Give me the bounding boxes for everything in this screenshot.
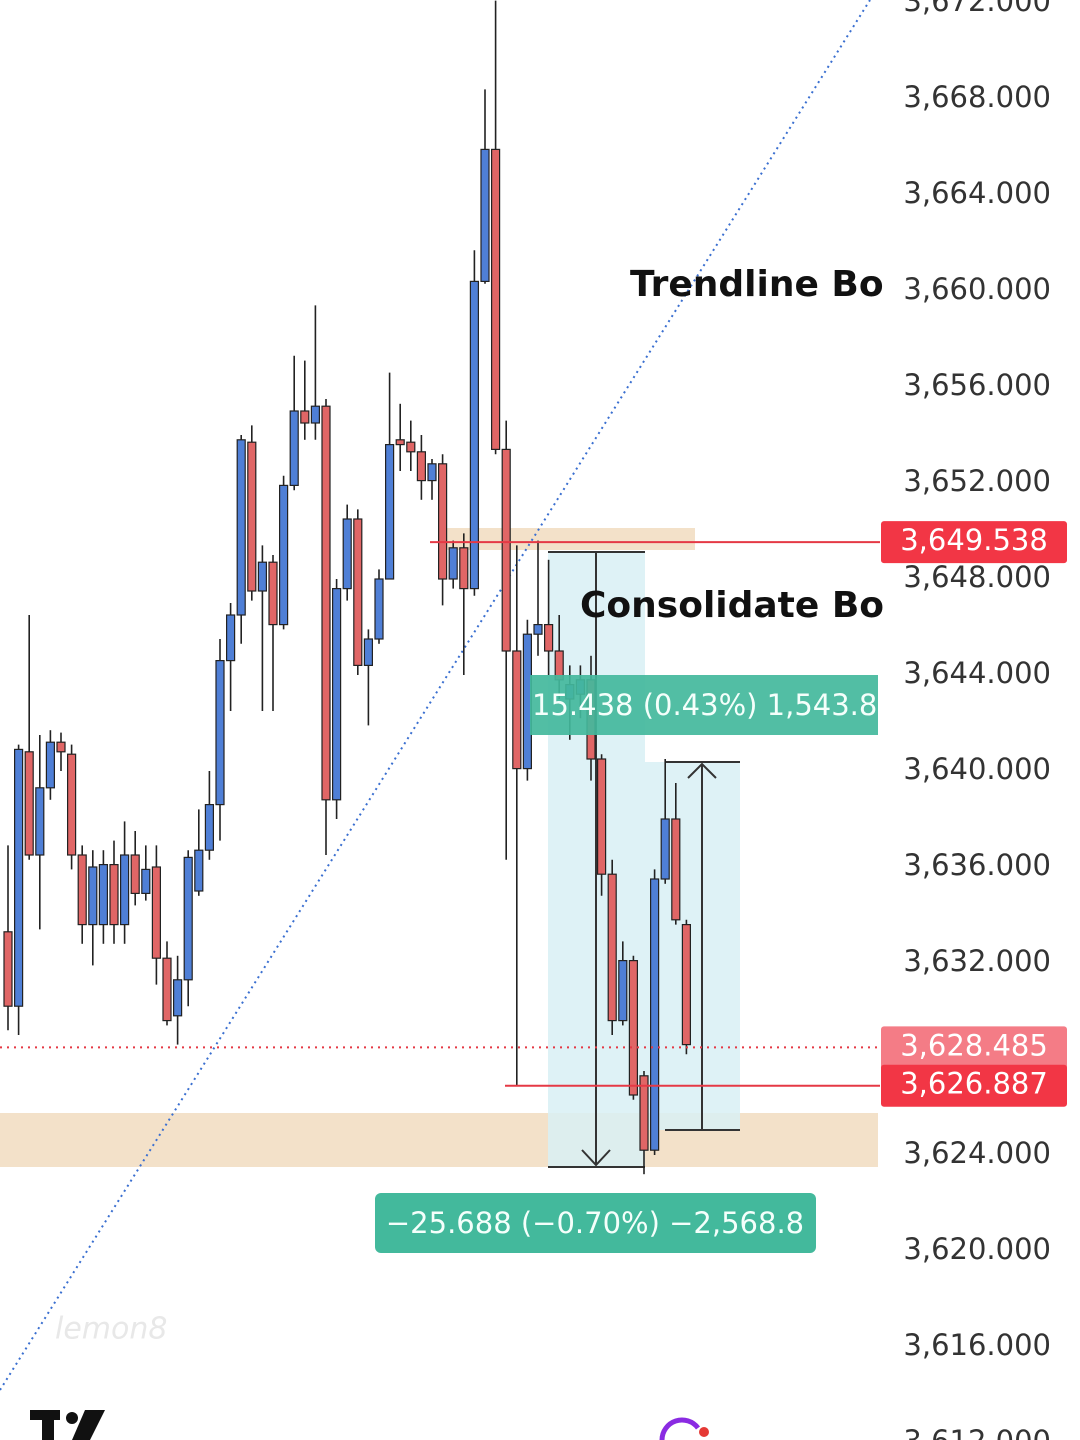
- tv-logo: [30, 1410, 105, 1440]
- watermark: lemon8: [55, 1312, 167, 1347]
- measure-label-box: [530, 675, 878, 735]
- overlay: 15.438 (0.43%) 1,543.8 −25.688 (−0.70%) …: [0, 264, 1067, 1440]
- price-tag-label: 3,626.887: [900, 1067, 1048, 1101]
- candles: [3, 0, 692, 1175]
- candle-body: [671, 818, 681, 921]
- candle-body: [279, 484, 289, 626]
- candle-body: [45, 741, 56, 789]
- candle-body: [596, 758, 607, 875]
- y-tick-label: 3,668.000: [903, 80, 1051, 114]
- candle-body: [56, 741, 66, 753]
- candle-body: [342, 518, 352, 590]
- candle-body: [363, 638, 373, 666]
- y-tick-label: 3,648.000: [903, 560, 1051, 594]
- candle-body: [236, 439, 246, 616]
- measure-arrows: [548, 551, 740, 1168]
- candle-body: [491, 148, 501, 450]
- measure-label: 15.438 (0.43%) 1,543.8: [532, 688, 877, 722]
- candle-body: [141, 868, 151, 895]
- price-tag: [881, 521, 1067, 564]
- price-tag-label: 3,649.538: [900, 523, 1048, 557]
- y-tick-label: 3,624.000: [903, 1136, 1051, 1170]
- candle-body: [215, 659, 225, 806]
- price-tag-label: 3,628.485: [900, 1028, 1048, 1062]
- candle-body: [3, 931, 13, 1007]
- y-tick-label: 3,616.000: [903, 1328, 1051, 1362]
- annotation: Consolidate Bo: [580, 585, 884, 626]
- y-tick-label: 3,644.000: [903, 656, 1051, 690]
- app-logo: [659, 1417, 700, 1440]
- candle-body: [268, 561, 278, 626]
- range-box: [645, 762, 740, 1130]
- candle-body: [226, 614, 236, 662]
- demand-zone: [0, 1113, 878, 1167]
- y-tick-label: 3,660.000: [903, 272, 1051, 306]
- candle-body: [416, 451, 426, 482]
- candle-body: [660, 818, 670, 880]
- candle-body: [321, 405, 331, 801]
- candle-body: [353, 518, 363, 666]
- measure-label: −25.688 (−0.70%) −2,568.8: [386, 1206, 804, 1240]
- candle-body: [639, 1075, 649, 1151]
- price-tag: [881, 1064, 1067, 1107]
- candle-body: [628, 959, 639, 1096]
- candle-body: [649, 878, 660, 1151]
- candle-body: [66, 753, 77, 856]
- candle-body: [469, 280, 479, 590]
- candle-body: [448, 547, 458, 580]
- candle-body: [480, 148, 490, 282]
- measure-label-box: [375, 1193, 816, 1253]
- y-tick-label: 3,620.000: [903, 1232, 1051, 1266]
- app-logo-dot: [699, 1427, 709, 1437]
- candle-body: [173, 979, 183, 1017]
- candle-body: [183, 856, 193, 981]
- candle-body: [438, 463, 448, 580]
- candle-body: [395, 439, 405, 446]
- candle-body: [257, 561, 267, 592]
- y-tick-label: 3,656.000: [903, 368, 1051, 402]
- candle-body: [406, 441, 416, 453]
- supply-zone: [445, 528, 695, 550]
- candle-body: [77, 854, 87, 926]
- candle-body: [24, 751, 34, 856]
- candle-body: [88, 866, 98, 926]
- candle-body: [289, 410, 299, 487]
- y-tick-label: 3,636.000: [903, 848, 1051, 882]
- candle-body: [427, 463, 437, 482]
- candle-body: [194, 849, 204, 892]
- candle-body: [681, 923, 692, 1046]
- candle-body: [533, 623, 543, 635]
- candle-body: [374, 578, 384, 640]
- annotation: Trendline Bo: [630, 264, 884, 305]
- candle-body: [332, 587, 342, 801]
- candle-body: [109, 863, 119, 926]
- y-tick-label: 3,612.000: [903, 1424, 1051, 1440]
- candle-body: [501, 448, 511, 652]
- y-tick-label: 3,672.000: [903, 0, 1051, 18]
- candle-body: [151, 866, 161, 959]
- candle-body: [310, 405, 320, 424]
- candle-body: [607, 873, 617, 1022]
- candle-body: [385, 444, 395, 580]
- candle-body: [247, 441, 257, 592]
- candle-body: [130, 854, 140, 895]
- candle-body: [618, 959, 628, 1022]
- candle-body: [543, 623, 554, 652]
- candle-body: [300, 410, 310, 424]
- candle-body: [162, 957, 172, 1022]
- candle-body: [14, 748, 24, 1007]
- y-tick-label: 3,664.000: [903, 176, 1051, 210]
- candle-body: [35, 787, 45, 856]
- candle-body: [119, 854, 130, 926]
- candle-body: [459, 547, 469, 590]
- y-tick-label: 3,652.000: [903, 464, 1051, 498]
- candle-body: [204, 803, 214, 851]
- candle-body: [98, 863, 109, 926]
- y-tick-label: 3,632.000: [903, 944, 1051, 978]
- candle-body: [512, 650, 522, 770]
- y-tick-label: 3,640.000: [903, 752, 1051, 786]
